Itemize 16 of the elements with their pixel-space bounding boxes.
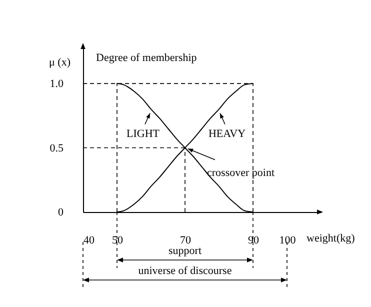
annotation: LIGHT	[126, 128, 160, 140]
annotation: crossover point	[207, 166, 275, 179]
y-axis-title: μ (x)	[49, 56, 71, 68]
y-tick-label: 0.5	[50, 142, 64, 154]
text: universe of discourse	[138, 265, 232, 277]
x-tick-label: 70	[180, 234, 192, 246]
x-tick-label: 100	[279, 234, 296, 246]
y-tick-label: 1.0	[50, 78, 64, 90]
x-axis-title: weight(kg)	[306, 232, 356, 244]
x-tick-label: 50	[112, 234, 124, 246]
x-tick-label: 40	[84, 234, 95, 246]
y-tick-label: 0	[58, 206, 64, 218]
annotation: Degree of membership	[96, 52, 198, 64]
x-tick-label: 90	[248, 234, 260, 246]
annotation: HEAVY	[208, 128, 246, 140]
text: support	[168, 245, 202, 257]
